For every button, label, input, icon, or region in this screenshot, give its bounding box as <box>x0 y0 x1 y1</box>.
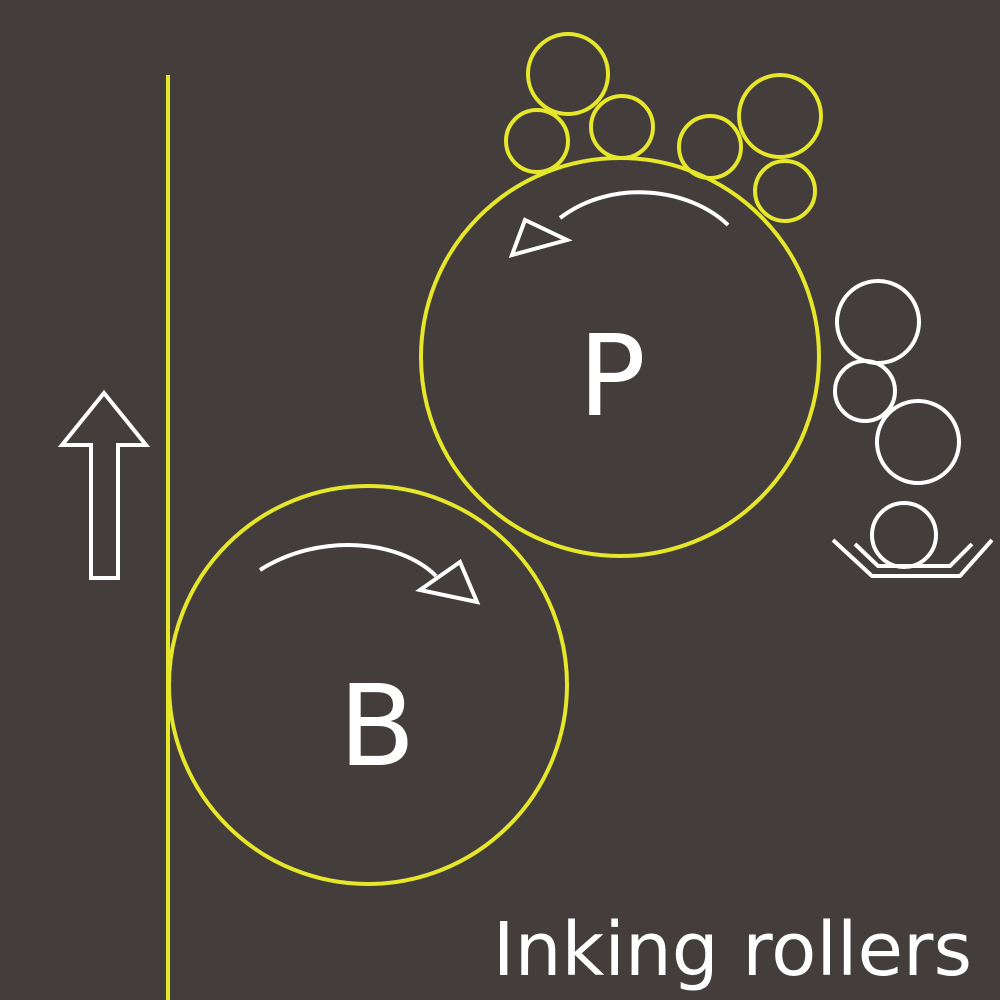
blanket-cylinder-label: B <box>339 662 416 792</box>
plate-cylinder-label: P <box>578 312 646 442</box>
inking-roller <box>677 114 743 180</box>
inking-rollers-caption: Inking rollers <box>493 907 972 993</box>
ink-fountain-tray-icon <box>831 538 994 578</box>
blanket-cylinder <box>167 484 569 886</box>
inking-roller <box>753 159 817 223</box>
inking-roller <box>526 32 610 116</box>
distribution-roller <box>833 359 897 423</box>
inking-roller <box>737 73 823 159</box>
fountain-roller <box>870 501 938 569</box>
inking-roller <box>504 108 570 174</box>
arrow-up-icon <box>57 389 151 580</box>
inking-roller-group <box>504 32 823 223</box>
distribution-roller-group <box>833 279 961 569</box>
counterclockwise-arrow-icon <box>508 190 730 258</box>
distribution-roller <box>835 279 921 365</box>
inking-roller <box>589 94 655 160</box>
distribution-roller <box>875 399 961 485</box>
clockwise-arrow-icon <box>258 543 481 605</box>
